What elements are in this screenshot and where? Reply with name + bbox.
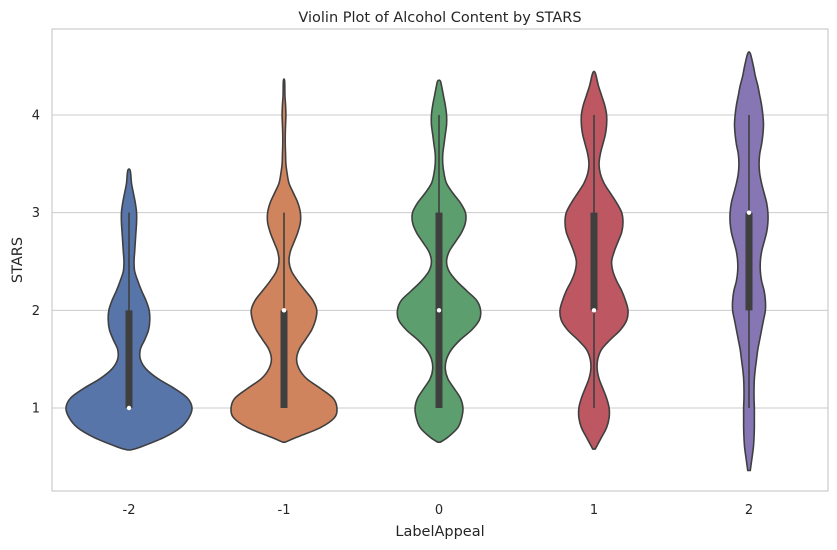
y-tick-labels: 1 2 3 4 [32, 109, 40, 417]
x-tick-label: 1 [590, 503, 598, 518]
x-tick-label: -1 [278, 503, 291, 518]
x-axis-label: LabelAppeal [395, 524, 484, 540]
median-dot-1 [591, 308, 597, 313]
median-dot--1 [281, 308, 287, 313]
y-axis-label: STARS [10, 237, 26, 283]
violins [65, 51, 769, 472]
y-tick-label: 2 [32, 304, 40, 319]
y-tick-label: 1 [32, 402, 40, 417]
plot-frame [51, 28, 829, 492]
violin-group-1 [559, 70, 629, 450]
median-dot-2 [746, 210, 752, 215]
median-dot--2 [126, 405, 132, 411]
median-dot-0 [436, 308, 442, 313]
violin-group-0 [396, 79, 482, 443]
y-tick-label: 3 [32, 206, 40, 221]
violin-group-2 [729, 51, 769, 472]
violin-group--2 [65, 168, 193, 451]
chart-title: Violin Plot of Alcohol Content by STARS [298, 10, 581, 26]
x-tick-label: 0 [435, 503, 443, 518]
x-tick-labels: -2 -1 0 1 2 [123, 503, 754, 518]
y-tick-label: 4 [32, 109, 40, 124]
x-tick-label: 2 [745, 503, 753, 518]
x-tick-label: -2 [123, 503, 136, 518]
violin-group--1 [230, 78, 338, 443]
